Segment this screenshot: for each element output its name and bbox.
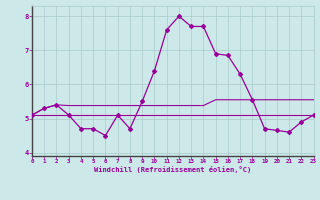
X-axis label: Windchill (Refroidissement éolien,°C): Windchill (Refroidissement éolien,°C) xyxy=(94,166,252,173)
